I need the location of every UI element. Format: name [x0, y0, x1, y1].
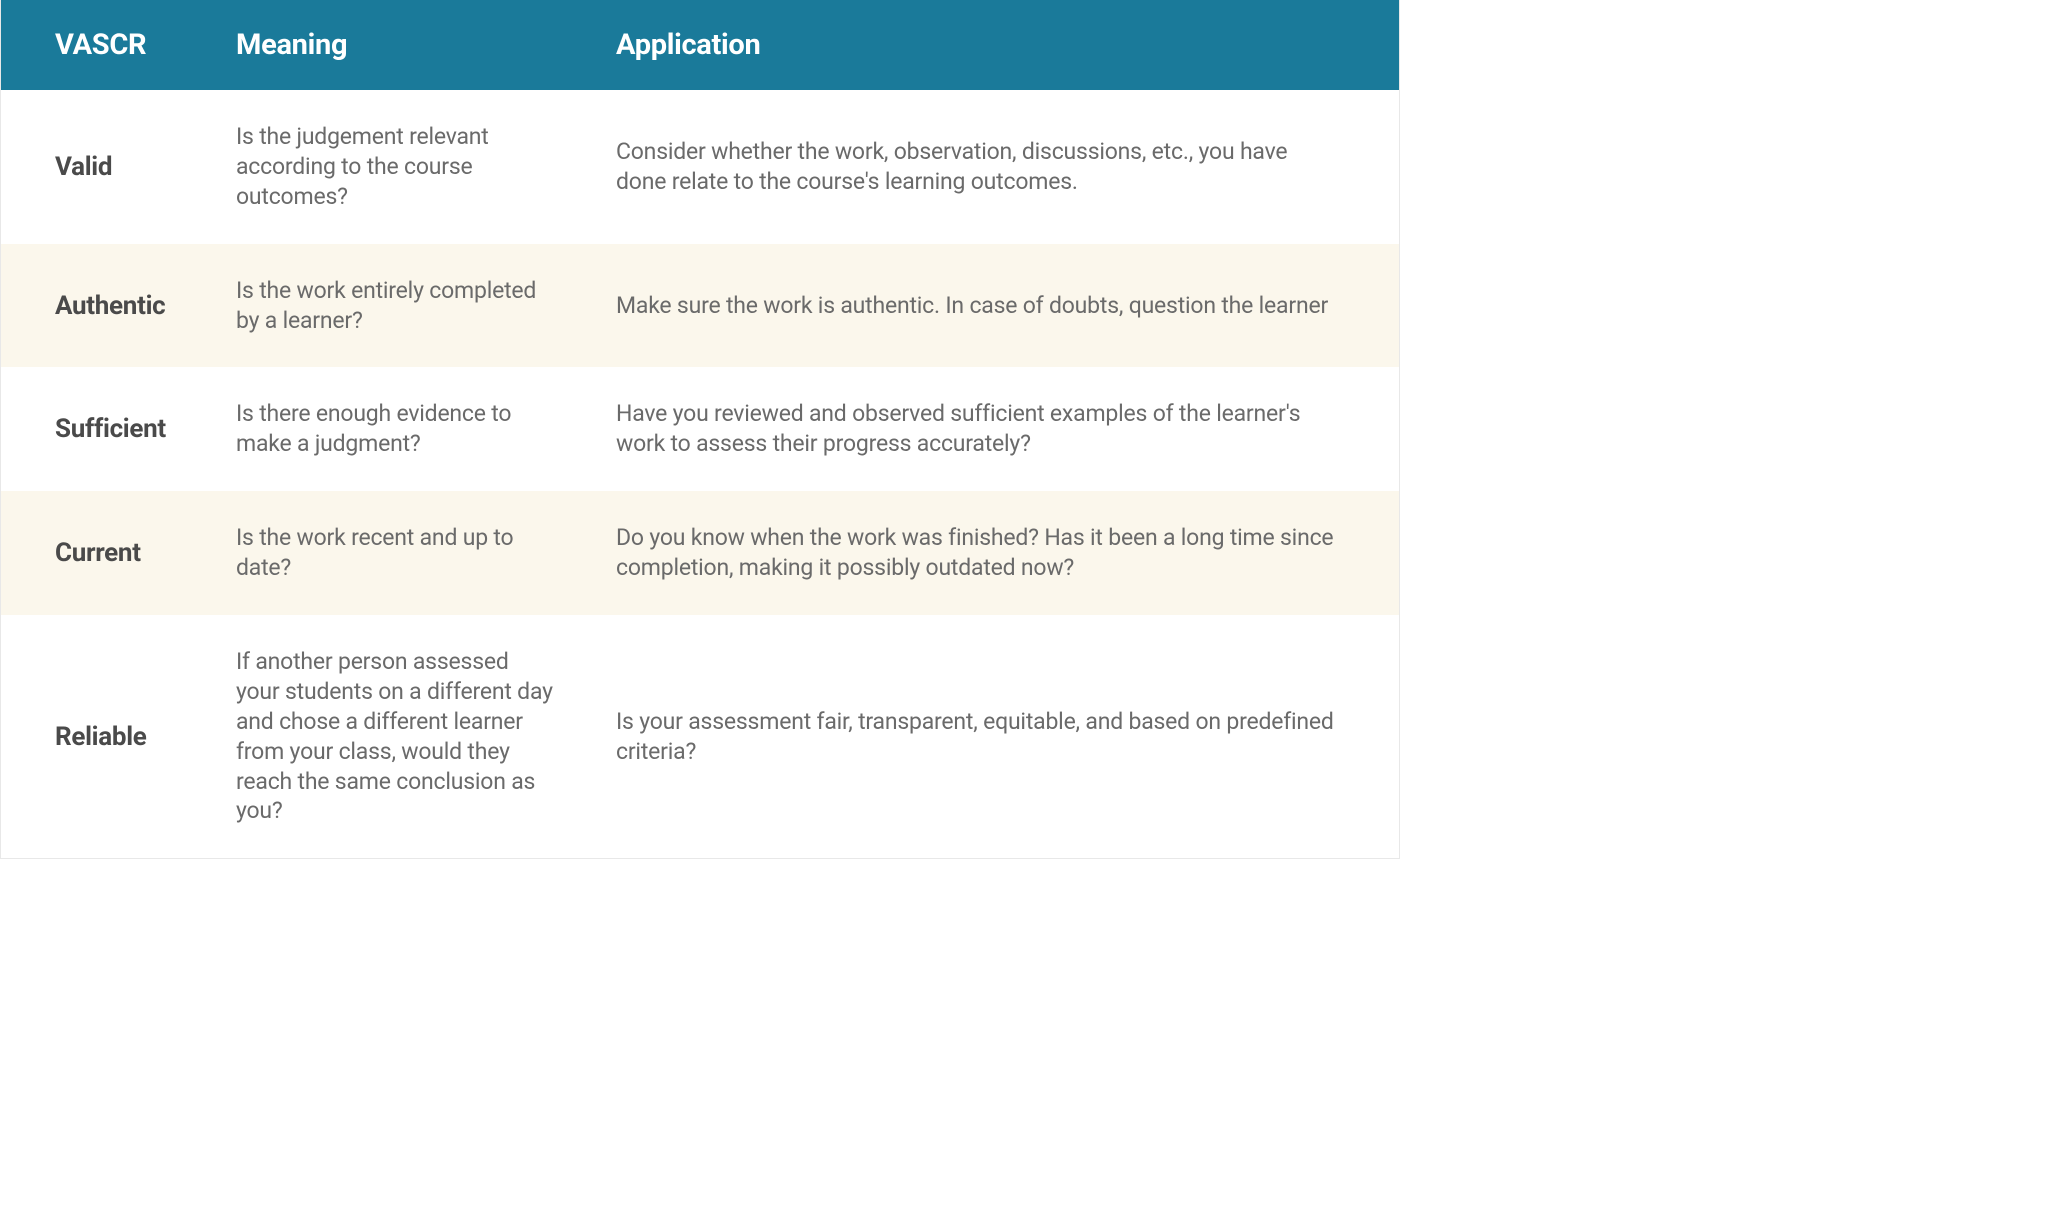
cell-meaning: Is there enough evidence to make a judgm…	[236, 367, 616, 491]
vascr-table-container: VASCR Meaning Application Valid Is the j…	[0, 0, 1400, 859]
table-row: Sufficient Is there enough evidence to m…	[1, 367, 1399, 491]
table-row: Reliable If another person assessed your…	[1, 615, 1399, 858]
cell-application: Consider whether the work, observation, …	[616, 90, 1399, 244]
table-row: Authentic Is the work entirely completed…	[1, 244, 1399, 368]
cell-meaning: Is the work entirely completed by a lear…	[236, 244, 616, 368]
header-application: Application	[616, 0, 1399, 90]
cell-meaning: Is the work recent and up to date?	[236, 491, 616, 615]
cell-vascr: Reliable	[1, 615, 236, 858]
vascr-table: VASCR Meaning Application Valid Is the j…	[1, 0, 1399, 858]
cell-meaning: If another person assessed your students…	[236, 615, 616, 858]
cell-vascr: Valid	[1, 90, 236, 244]
cell-vascr: Sufficient	[1, 367, 236, 491]
table-row: Valid Is the judgement relevant accordin…	[1, 90, 1399, 244]
cell-vascr: Authentic	[1, 244, 236, 368]
header-vascr: VASCR	[1, 0, 236, 90]
table-header-row: VASCR Meaning Application	[1, 0, 1399, 90]
table-row: Current Is the work recent and up to dat…	[1, 491, 1399, 615]
cell-application: Do you know when the work was finished? …	[616, 491, 1399, 615]
cell-application: Have you reviewed and observed sufficien…	[616, 367, 1399, 491]
cell-application: Is your assessment fair, transparent, eq…	[616, 615, 1399, 858]
cell-meaning: Is the judgement relevant according to t…	[236, 90, 616, 244]
cell-application: Make sure the work is authentic. In case…	[616, 244, 1399, 368]
header-meaning: Meaning	[236, 0, 616, 90]
cell-vascr: Current	[1, 491, 236, 615]
